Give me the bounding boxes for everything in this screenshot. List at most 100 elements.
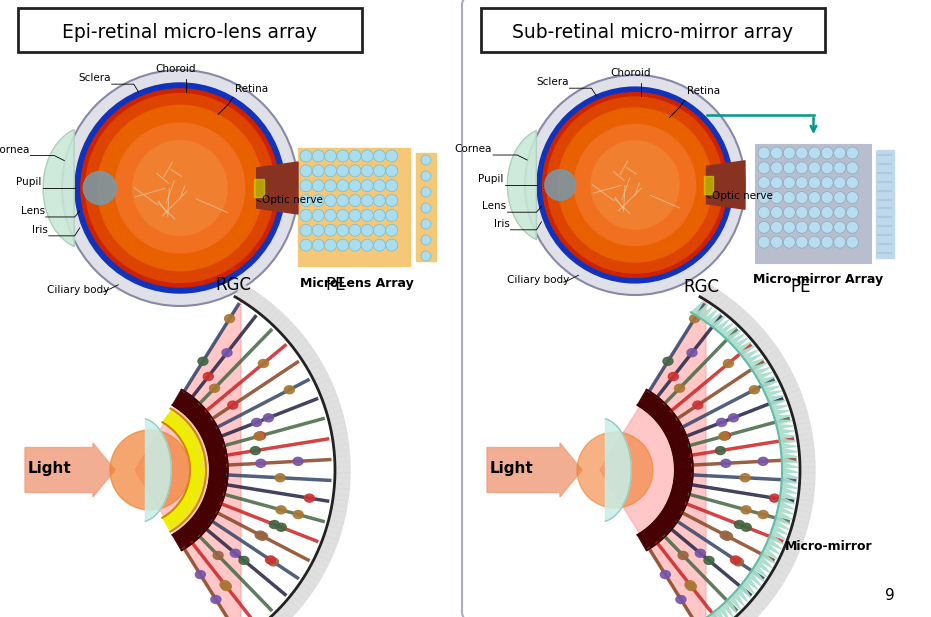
Text: Micro-mirror: Micro-mirror — [785, 540, 872, 553]
Circle shape — [821, 222, 833, 233]
Circle shape — [808, 207, 820, 218]
Polygon shape — [188, 484, 203, 489]
Text: Pupil: Pupil — [479, 174, 504, 184]
Polygon shape — [209, 479, 227, 484]
Polygon shape — [746, 323, 761, 337]
Ellipse shape — [265, 556, 276, 564]
Polygon shape — [288, 595, 303, 609]
Polygon shape — [207, 444, 225, 451]
Polygon shape — [205, 496, 223, 505]
Polygon shape — [675, 466, 693, 469]
Polygon shape — [668, 502, 684, 511]
Polygon shape — [782, 468, 798, 473]
Ellipse shape — [678, 552, 688, 560]
Polygon shape — [253, 296, 266, 312]
Polygon shape — [317, 379, 332, 390]
Polygon shape — [742, 350, 758, 360]
Polygon shape — [756, 560, 769, 573]
Circle shape — [834, 191, 845, 204]
Polygon shape — [699, 307, 712, 320]
Polygon shape — [781, 379, 797, 390]
Circle shape — [349, 239, 361, 251]
Polygon shape — [647, 398, 661, 413]
Polygon shape — [205, 494, 223, 503]
Polygon shape — [691, 301, 704, 315]
Polygon shape — [326, 525, 342, 534]
Polygon shape — [333, 439, 348, 446]
Polygon shape — [788, 535, 803, 545]
Bar — [876, 150, 894, 258]
Circle shape — [577, 432, 653, 508]
Polygon shape — [169, 416, 182, 428]
Text: Micro-mirror Array: Micro-mirror Array — [753, 273, 884, 286]
Polygon shape — [320, 389, 336, 400]
Ellipse shape — [735, 521, 745, 529]
Circle shape — [525, 75, 745, 295]
Text: Choroid: Choroid — [155, 64, 196, 74]
Polygon shape — [760, 587, 775, 600]
Ellipse shape — [721, 432, 731, 440]
Circle shape — [81, 89, 279, 287]
Circle shape — [373, 180, 385, 192]
Circle shape — [796, 207, 808, 218]
Polygon shape — [738, 611, 752, 617]
Polygon shape — [765, 543, 779, 554]
Ellipse shape — [758, 457, 768, 465]
Polygon shape — [187, 449, 203, 453]
Polygon shape — [190, 468, 206, 470]
Polygon shape — [284, 327, 299, 341]
Polygon shape — [277, 607, 291, 617]
Polygon shape — [174, 508, 185, 520]
Polygon shape — [169, 513, 179, 526]
Circle shape — [361, 180, 373, 192]
Text: Ciliary body: Ciliary body — [47, 285, 110, 295]
Ellipse shape — [717, 418, 726, 426]
Ellipse shape — [256, 459, 265, 467]
Polygon shape — [775, 420, 791, 424]
Circle shape — [834, 222, 845, 233]
Polygon shape — [673, 449, 691, 455]
Circle shape — [300, 150, 312, 162]
Polygon shape — [672, 444, 690, 451]
Ellipse shape — [224, 315, 235, 323]
Polygon shape — [334, 450, 349, 457]
Polygon shape — [799, 483, 815, 490]
Circle shape — [361, 150, 373, 162]
Polygon shape — [777, 506, 793, 514]
Polygon shape — [786, 389, 802, 400]
Polygon shape — [667, 426, 683, 436]
Polygon shape — [771, 569, 787, 581]
Polygon shape — [670, 437, 688, 445]
Polygon shape — [792, 411, 808, 420]
Polygon shape — [674, 459, 693, 463]
Polygon shape — [507, 131, 536, 239]
Polygon shape — [765, 349, 781, 362]
Polygon shape — [209, 473, 228, 476]
Polygon shape — [765, 391, 781, 397]
Polygon shape — [329, 416, 344, 425]
Polygon shape — [197, 418, 213, 429]
Polygon shape — [769, 534, 784, 544]
Polygon shape — [164, 516, 172, 531]
Polygon shape — [781, 482, 797, 488]
Polygon shape — [799, 444, 814, 452]
Polygon shape — [209, 449, 226, 455]
Polygon shape — [328, 520, 344, 529]
Polygon shape — [783, 384, 800, 395]
Polygon shape — [185, 401, 199, 416]
Circle shape — [537, 87, 733, 283]
Polygon shape — [190, 472, 206, 474]
Ellipse shape — [731, 556, 740, 564]
Circle shape — [110, 430, 190, 510]
Circle shape — [421, 251, 431, 261]
Circle shape — [846, 222, 858, 233]
Polygon shape — [756, 372, 772, 380]
Text: Cornea: Cornea — [0, 144, 30, 155]
Polygon shape — [796, 504, 812, 513]
Polygon shape — [188, 454, 204, 458]
Polygon shape — [738, 315, 752, 329]
Circle shape — [808, 236, 820, 248]
Polygon shape — [205, 435, 223, 444]
Text: RGC: RGC — [215, 276, 251, 294]
Circle shape — [361, 194, 373, 207]
